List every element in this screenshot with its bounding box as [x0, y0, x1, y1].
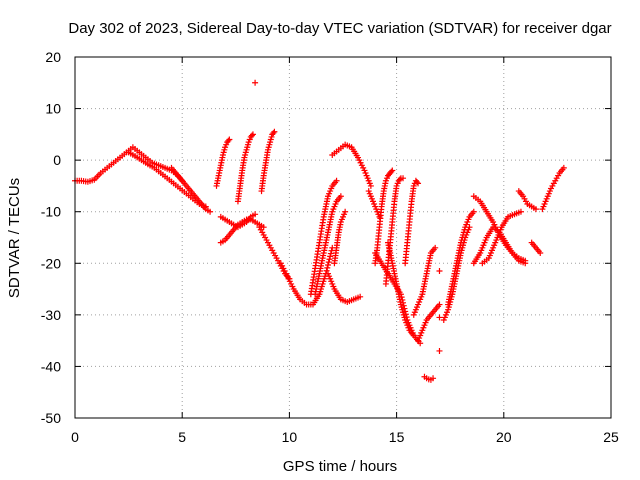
data-point: [271, 128, 278, 135]
y-tick-label: -40: [41, 358, 61, 374]
y-tick-label: 0: [53, 152, 61, 168]
data-point: [207, 208, 214, 215]
data-point: [400, 175, 407, 182]
x-tick-label: 0: [71, 429, 79, 445]
data-point: [537, 249, 544, 256]
data-point: [326, 256, 333, 263]
data-point: [325, 259, 332, 266]
data-point: [532, 206, 539, 213]
data-point: [432, 244, 439, 251]
data-point: [560, 164, 567, 171]
data-point: [226, 136, 233, 143]
data-point: [436, 268, 443, 275]
data-point: [324, 264, 331, 271]
data-point: [436, 347, 443, 354]
x-tick-label: 10: [282, 429, 298, 445]
y-tick-label: -10: [41, 204, 61, 220]
tick-labels: 0 5 10 15 20 25 -50 -40 -30 -20 -10 0 10 20: [41, 49, 619, 445]
data-point: [337, 193, 344, 200]
data-point: [248, 132, 255, 139]
data-point: [410, 332, 417, 339]
data-point: [252, 79, 259, 86]
data-point: [388, 168, 395, 175]
data-point: [436, 301, 443, 308]
data-point: [327, 253, 334, 260]
x-tick-label: 5: [178, 429, 186, 445]
data-point: [327, 250, 334, 257]
data-points: [72, 79, 567, 383]
grid-lines: [75, 57, 611, 418]
chart-title: Day 302 of 2023, Sidereal Day-to-day VTE…: [68, 20, 611, 37]
y-tick-label: -30: [41, 307, 61, 323]
data-point: [517, 208, 524, 215]
plot-frame: [74, 56, 612, 419]
data-point: [342, 208, 349, 215]
x-tick-label: 20: [496, 429, 512, 445]
data-point: [333, 177, 340, 184]
data-point: [470, 208, 477, 215]
data-point: [430, 375, 437, 382]
data-point: [415, 180, 422, 187]
data-point: [413, 179, 420, 186]
y-axis-label: SDTVAR / TECUs: [6, 178, 23, 298]
data-point: [249, 131, 256, 138]
x-tick-label: 25: [603, 429, 619, 445]
data-point: [270, 130, 277, 137]
x-tick-label: 15: [389, 429, 405, 445]
data-point: [252, 211, 259, 218]
data-point: [367, 182, 374, 189]
data-point: [324, 262, 331, 269]
data-point: [436, 314, 443, 321]
y-tick-label: -20: [41, 255, 61, 271]
y-tick-label: -50: [41, 410, 61, 426]
y-tick-label: 10: [45, 101, 61, 117]
axis-ticks: [74, 56, 612, 419]
data-point: [396, 176, 403, 183]
data-point: [522, 260, 529, 267]
data-point: [357, 293, 364, 300]
data-point: [389, 167, 396, 174]
x-axis-label: GPS time / hours: [283, 458, 397, 475]
data-point: [225, 137, 232, 144]
y-tick-label: 20: [45, 49, 61, 65]
data-point: [323, 267, 330, 274]
